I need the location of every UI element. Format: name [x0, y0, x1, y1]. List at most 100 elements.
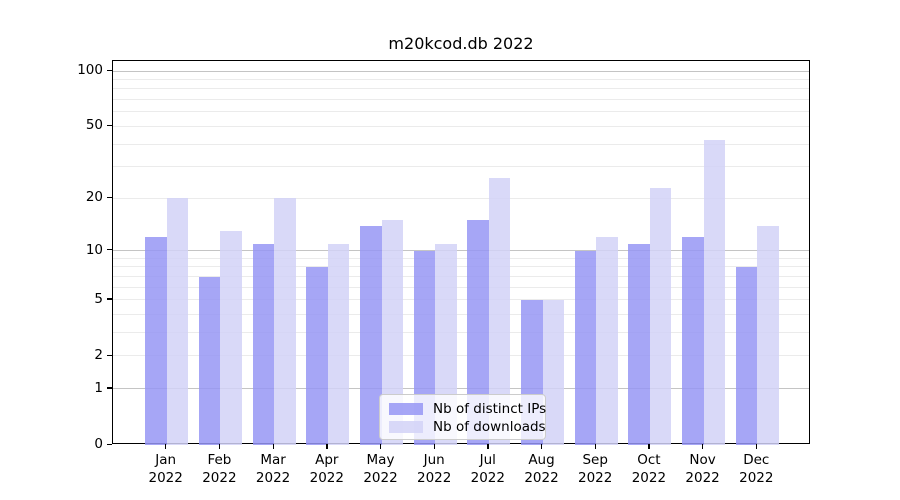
- x-tick-year: 2022: [148, 469, 183, 486]
- x-tick-year: 2022: [631, 469, 667, 486]
- y-tick-5: [107, 298, 112, 300]
- bar-distinct-ips-sep: [574, 250, 597, 445]
- bar-distinct-ips-jul: [467, 220, 489, 445]
- x-tick-label-dec: Dec 2022: [724, 452, 788, 487]
- gridline-minor: [113, 257, 809, 259]
- y-tick-label-10: 10: [85, 241, 103, 258]
- x-tick-label-jul: Jul 2022: [456, 452, 520, 487]
- x-tick-aug: [541, 444, 543, 449]
- gridline-major: [113, 70, 809, 72]
- bar-distinct-ips-may: [360, 225, 382, 445]
- gridline-minor: [113, 166, 809, 168]
- x-tick-feb: [218, 444, 221, 449]
- gridline-minor: [113, 143, 809, 145]
- bar-downloads-apr: [327, 243, 350, 445]
- x-tick-year: 2022: [309, 469, 344, 486]
- y-tick-10: [107, 249, 112, 251]
- y-tick-0: [107, 443, 112, 445]
- y-tick-label-0: 0: [94, 436, 103, 452]
- gridline-minor: [113, 78, 809, 80]
- bar-downloads-jul: [488, 177, 511, 445]
- x-tick-label-sep: Sep 2022: [563, 452, 627, 487]
- legend-entry-downloads: Nb of downloads: [389, 418, 546, 436]
- x-tick-year: 2022: [470, 469, 505, 486]
- y-tick-label-20: 20: [85, 189, 103, 206]
- legend-swatch-distinct-ips: [389, 403, 423, 415]
- legend-label-downloads: Nb of downloads: [433, 419, 546, 435]
- x-tick-month: Jan: [155, 452, 177, 468]
- x-tick-month: Mar: [260, 452, 286, 468]
- x-tick-year: 2022: [363, 469, 398, 486]
- y-tick-label-2: 2: [94, 347, 103, 363]
- x-tick-year: 2022: [417, 469, 452, 486]
- gridline-minor: [113, 314, 809, 316]
- x-tick-month: Nov: [689, 452, 716, 468]
- bar-distinct-ips-oct: [628, 243, 650, 445]
- y-tick-label-1: 1: [94, 379, 103, 396]
- x-tick-month: May: [366, 452, 395, 468]
- x-tick-year: 2022: [578, 469, 613, 486]
- x-tick-year: 2022: [739, 469, 774, 486]
- bar-distinct-ips-dec: [735, 266, 758, 445]
- y-tick-1: [107, 387, 112, 389]
- x-tick-label-mar: Mar 2022: [241, 452, 305, 487]
- legend-swatch-downloads: [389, 421, 423, 433]
- chart-title: m20kcod.db 2022: [388, 34, 534, 53]
- x-tick-year: 2022: [255, 469, 291, 486]
- y-tick-50: [107, 124, 112, 127]
- x-tick-label-apr: Apr 2022: [295, 452, 359, 487]
- x-tick-month: Jul: [479, 452, 496, 468]
- x-tick-month: Feb: [207, 452, 232, 468]
- y-tick-100: [107, 69, 112, 71]
- x-tick-sep: [594, 444, 596, 449]
- gridline-major: [113, 388, 809, 390]
- legend-label-distinct-ips: Nb of distinct IPs: [433, 401, 547, 417]
- x-tick-label-may: May 2022: [349, 452, 413, 487]
- bar-distinct-ips-jan: [145, 237, 167, 445]
- x-tick-jan: [165, 444, 167, 449]
- x-tick-year: 2022: [202, 469, 237, 486]
- x-tick-oct: [648, 444, 650, 449]
- gridline-minor: [113, 355, 809, 357]
- bar-downloads-feb: [220, 231, 242, 445]
- legend: Nb of distinct IPs Nb of downloads: [379, 394, 546, 440]
- gridline-minor: [113, 266, 809, 268]
- y-tick-label-100: 100: [77, 62, 103, 78]
- x-tick-month: Dec: [743, 452, 770, 468]
- bar-downloads-aug: [542, 299, 564, 445]
- plot-area: Nb of distinct IPs Nb of downloads: [112, 60, 810, 445]
- x-tick-label-nov: Nov 2022: [671, 452, 735, 487]
- gridline-minor: [113, 111, 809, 113]
- gridline-minor: [113, 332, 809, 334]
- x-tick-year: 2022: [685, 469, 720, 486]
- x-tick-jul: [487, 444, 489, 449]
- x-tick-label-aug: Aug 2022: [510, 452, 574, 487]
- x-tick-nov: [702, 444, 704, 449]
- x-tick-apr: [326, 444, 328, 449]
- bar-downloads-may: [381, 220, 403, 445]
- gridline-minor: [113, 88, 809, 90]
- x-tick-month: Apr: [315, 452, 339, 468]
- gridline-minor: [113, 286, 809, 288]
- bar-downloads-dec: [757, 225, 779, 445]
- bar-distinct-ips-nov: [682, 237, 704, 445]
- gridline-minor: [113, 275, 809, 277]
- gridline-major: [113, 250, 809, 252]
- y-tick-2: [107, 354, 112, 356]
- x-tick-dec: [755, 444, 758, 449]
- y-tick-label-50: 50: [85, 117, 103, 134]
- bar-distinct-ips-apr: [306, 266, 328, 445]
- gridline-minor: [113, 99, 809, 101]
- y-tick-20: [107, 196, 112, 199]
- x-tick-label-jun: Jun 2022: [402, 452, 466, 487]
- x-tick-label-jan: Jan 2022: [134, 452, 198, 487]
- bar-downloads-jan: [166, 198, 189, 445]
- x-tick-may: [380, 444, 382, 449]
- bar-downloads-sep: [596, 237, 618, 445]
- gridline-minor: [113, 299, 809, 301]
- gridline-minor: [113, 125, 809, 127]
- x-tick-month: Sep: [582, 452, 608, 468]
- gridline-minor: [113, 197, 809, 199]
- x-tick-month: Oct: [637, 452, 661, 468]
